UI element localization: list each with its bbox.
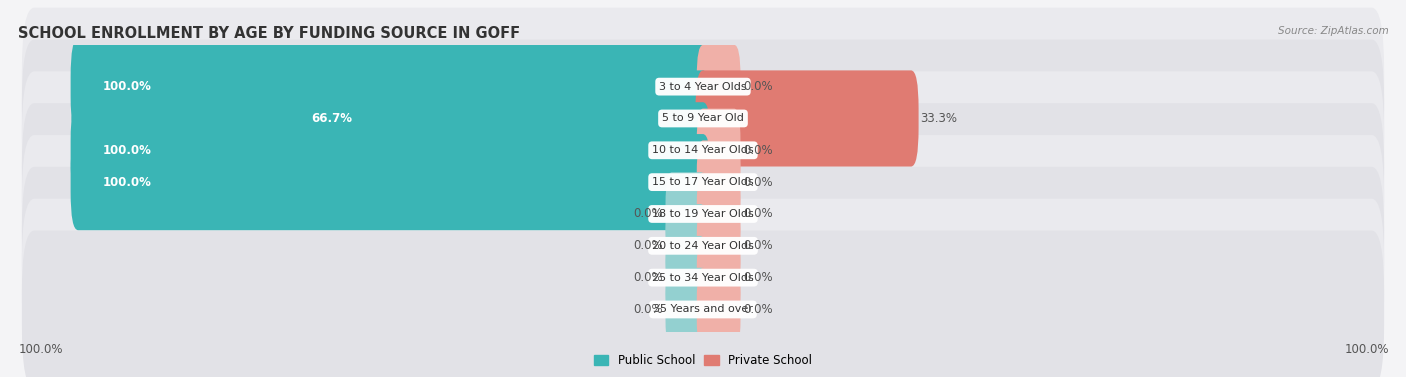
FancyBboxPatch shape [22,71,1384,229]
Text: 3 to 4 Year Olds: 3 to 4 Year Olds [659,82,747,92]
Text: 10 to 14 Year Olds: 10 to 14 Year Olds [652,145,754,155]
FancyBboxPatch shape [697,140,741,224]
FancyBboxPatch shape [22,103,1384,261]
Text: 0.0%: 0.0% [633,207,662,221]
Text: 15 to 17 Year Olds: 15 to 17 Year Olds [652,177,754,187]
FancyBboxPatch shape [696,70,918,167]
Text: 18 to 19 Year Olds: 18 to 19 Year Olds [652,209,754,219]
Text: 100.0%: 100.0% [103,144,152,157]
FancyBboxPatch shape [665,172,709,256]
FancyBboxPatch shape [665,204,709,288]
FancyBboxPatch shape [22,230,1384,377]
FancyBboxPatch shape [70,102,710,198]
FancyBboxPatch shape [22,167,1384,325]
Text: 35 Years and over: 35 Years and over [652,305,754,314]
FancyBboxPatch shape [697,268,741,351]
Text: 100.0%: 100.0% [18,343,63,356]
Text: 5 to 9 Year Old: 5 to 9 Year Old [662,113,744,123]
Text: 100.0%: 100.0% [1344,343,1389,356]
FancyBboxPatch shape [697,236,741,319]
Text: 0.0%: 0.0% [744,271,773,284]
Text: 0.0%: 0.0% [633,303,662,316]
Text: 0.0%: 0.0% [744,239,773,252]
FancyBboxPatch shape [665,268,709,351]
FancyBboxPatch shape [22,199,1384,357]
Text: 0.0%: 0.0% [744,144,773,157]
FancyBboxPatch shape [22,40,1384,198]
Legend: Public School, Private School: Public School, Private School [589,349,817,372]
Text: Source: ZipAtlas.com: Source: ZipAtlas.com [1278,26,1389,37]
FancyBboxPatch shape [697,45,741,128]
FancyBboxPatch shape [665,236,709,319]
Text: 0.0%: 0.0% [744,176,773,188]
Text: 0.0%: 0.0% [633,239,662,252]
Text: 66.7%: 66.7% [311,112,352,125]
Text: 0.0%: 0.0% [633,271,662,284]
FancyBboxPatch shape [697,109,741,192]
FancyBboxPatch shape [22,135,1384,293]
Text: 100.0%: 100.0% [103,176,152,188]
FancyBboxPatch shape [22,8,1384,166]
Text: 33.3%: 33.3% [921,112,957,125]
FancyBboxPatch shape [278,70,710,167]
Text: 0.0%: 0.0% [744,303,773,316]
Text: 0.0%: 0.0% [744,207,773,221]
Text: 25 to 34 Year Olds: 25 to 34 Year Olds [652,273,754,283]
FancyBboxPatch shape [697,204,741,288]
Text: SCHOOL ENROLLMENT BY AGE BY FUNDING SOURCE IN GOFF: SCHOOL ENROLLMENT BY AGE BY FUNDING SOUR… [18,26,520,41]
Text: 20 to 24 Year Olds: 20 to 24 Year Olds [652,241,754,251]
Text: 100.0%: 100.0% [103,80,152,93]
Text: 0.0%: 0.0% [744,80,773,93]
FancyBboxPatch shape [70,134,710,230]
FancyBboxPatch shape [697,172,741,256]
FancyBboxPatch shape [70,38,710,135]
